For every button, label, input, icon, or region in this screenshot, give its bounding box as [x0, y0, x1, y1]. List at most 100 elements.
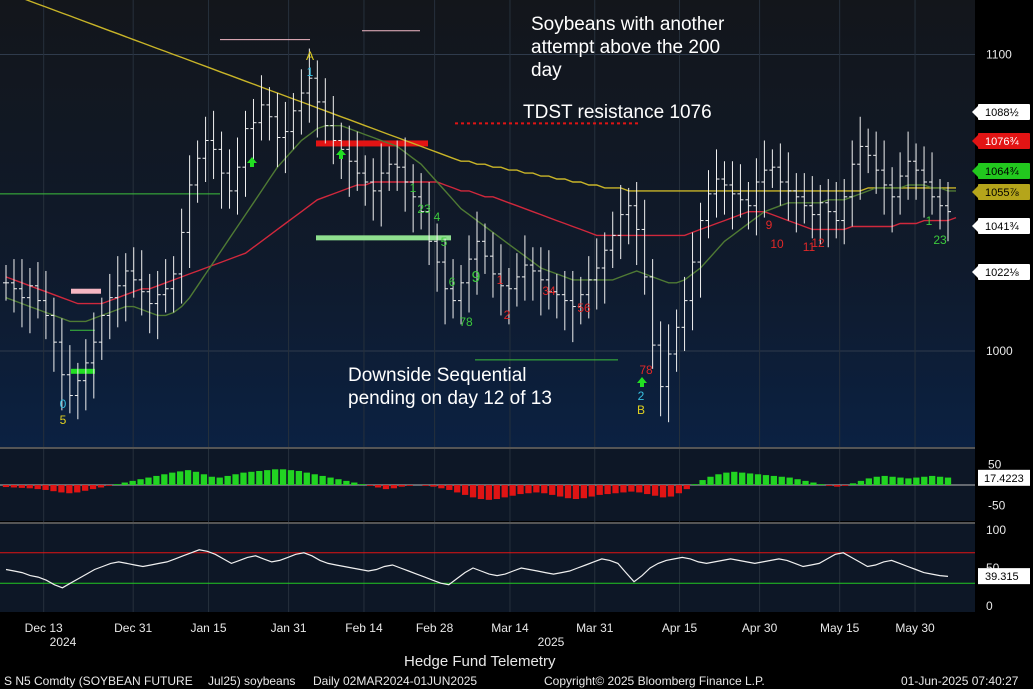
bottom-axis-bg: [0, 612, 1033, 689]
td-count-label: 6: [449, 275, 456, 289]
macd-bar: [461, 485, 469, 495]
macd-bar: [723, 472, 730, 485]
macd-bar: [137, 479, 144, 485]
td-count-label: 5: [441, 235, 448, 249]
td-count-label: 1: [926, 214, 933, 228]
x-tick-label: Feb 28: [416, 621, 454, 635]
macd-bar: [564, 485, 572, 499]
macd-bar: [905, 478, 912, 485]
x-tick-label: Mar 31: [576, 621, 614, 635]
macd-bar: [533, 485, 540, 493]
macd-last-label: 17.4223: [984, 473, 1024, 485]
macd-bar: [454, 485, 461, 493]
x-tick-label: May 15: [820, 621, 860, 635]
macd-bar: [596, 485, 603, 495]
price-tag-pointer: [972, 165, 978, 177]
macd-bar: [509, 485, 516, 496]
macd-bar: [256, 470, 263, 485]
macd-bar: [10, 485, 18, 488]
td-count-label: 2: [504, 308, 511, 322]
sma100-line: [5, 181, 957, 305]
macd-bar: [620, 485, 627, 493]
annotation-sequential: Downside Sequential pending on day 12 of…: [348, 365, 552, 409]
macd-bar: [232, 474, 239, 485]
macd-bar: [327, 477, 334, 485]
annotation-title: Soybeans with another attempt above the …: [531, 14, 725, 81]
macd-bar: [770, 475, 777, 485]
td-count-label: 23: [933, 233, 947, 247]
macd-bar: [604, 485, 611, 495]
price-tick-label: 1100: [986, 47, 1012, 61]
macd-bar: [74, 485, 81, 493]
macd-bar: [398, 485, 405, 487]
price-tag-label: 1022⅛: [985, 267, 1019, 279]
macd-bar: [944, 477, 952, 485]
sma200-line: [25, 0, 956, 192]
moving-averages: [5, 0, 957, 323]
tdst-setup-bar-pink: [71, 288, 101, 294]
macd-bar: [667, 485, 675, 497]
macd-bar: [556, 485, 564, 497]
macd-bar: [897, 477, 904, 485]
macd-bar: [105, 485, 113, 486]
x-tick-label: Mar 14: [491, 621, 529, 635]
macd-bar: [541, 485, 548, 494]
price-tag-label: 1055⅞: [985, 187, 1019, 199]
macd-bar: [18, 485, 25, 488]
macd-bar: [628, 485, 635, 492]
macd-bar: [849, 483, 857, 485]
macd-bar: [715, 474, 722, 485]
year-label: 2025: [538, 635, 565, 649]
price-tag-pointer: [972, 106, 978, 118]
td-count-label: 4: [434, 210, 441, 224]
td-count-label: 1: [497, 273, 504, 287]
macd-bar: [34, 485, 41, 490]
macd-bar: [279, 469, 287, 485]
footer-copyright: Copyright© 2025 Bloomberg Finance L.P.: [544, 674, 765, 688]
rsi-line: [5, 549, 949, 589]
footer-range: Daily 02MAR2024-01JUN2025: [313, 674, 478, 688]
macd-bar: [58, 485, 65, 493]
tdst-setup-bar-red: [316, 140, 428, 147]
macd-bar: [366, 485, 374, 486]
macd-bar: [335, 479, 342, 485]
td-count-label: 0: [60, 397, 67, 411]
macd-bar: [382, 485, 390, 490]
macd-bar: [572, 485, 580, 500]
td-count-label: 9: [472, 269, 481, 286]
macd-bar: [834, 485, 841, 487]
macd-bar: [113, 484, 120, 485]
up-arrow-icon: [247, 157, 257, 167]
macd-bar: [881, 475, 888, 485]
macd-bar: [873, 476, 880, 485]
macd-bar: [921, 476, 928, 485]
td-count-label: 2: [638, 389, 645, 403]
td-count-label: 34: [542, 284, 556, 298]
rsi-last-label: 39.315: [985, 571, 1019, 583]
macd-bar: [26, 485, 33, 489]
macd-bar: [374, 485, 382, 488]
macd-bar: [826, 485, 833, 486]
price-tag-pointer: [972, 135, 978, 147]
macd-bar: [485, 485, 493, 500]
price-tag: [978, 163, 1030, 179]
macd-bar: [82, 485, 89, 491]
macd-bar: [691, 484, 698, 485]
macd-bar: [493, 485, 500, 500]
macd-bar: [121, 482, 128, 485]
macd-bar: [446, 485, 453, 490]
macd-bar: [42, 485, 49, 490]
x-tick-label: Apr 15: [662, 621, 698, 635]
rsi-tick-label: 100: [986, 523, 1006, 537]
macd-bar: [169, 472, 176, 485]
macd-bar: [469, 485, 477, 498]
x-tick-label: Dec 13: [25, 621, 63, 635]
macd-bar: [746, 473, 754, 485]
footer-timestamp: 01-Jun-2025 07:40:27: [901, 674, 1019, 688]
macd-bar: [699, 480, 706, 485]
macd-bar: [731, 471, 738, 485]
macd-bar: [778, 476, 785, 485]
td-count-label: 56: [577, 301, 591, 315]
macd-bar: [651, 485, 659, 496]
td-count-label: 9: [766, 218, 773, 232]
